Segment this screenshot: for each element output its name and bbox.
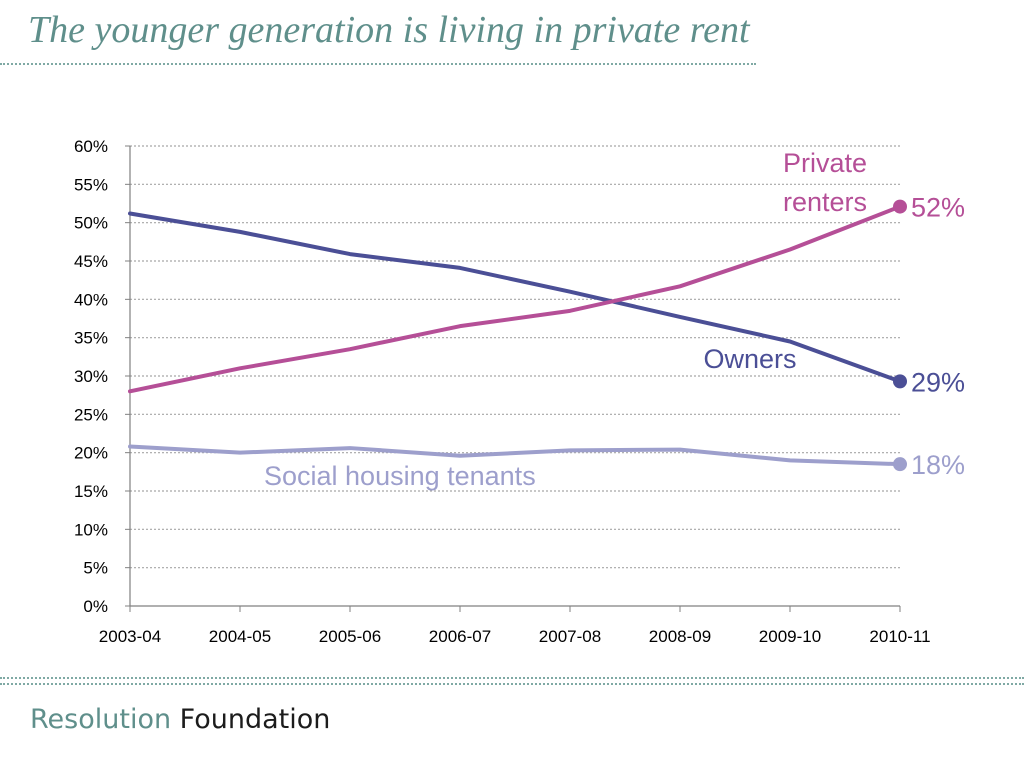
x-tick-label: 2003-04	[99, 627, 161, 646]
y-tick-percent-sign: %	[93, 252, 108, 271]
y-tick-label: 60%	[74, 137, 108, 156]
brand-wordmark-foundation: Foundation	[179, 704, 331, 735]
y-tick-label: 10%	[74, 520, 108, 539]
slide-title: The younger generation is living in priv…	[28, 9, 750, 51]
y-tick-percent-sign: %	[93, 367, 108, 386]
series-end-marker	[893, 457, 907, 472]
y-tick-percent-sign: %	[93, 329, 108, 348]
series-label: Private	[783, 148, 867, 178]
y-tick-percent-sign: %	[93, 405, 108, 424]
y-tick-label: 30%	[74, 367, 108, 386]
x-tick-label: 2009-10	[759, 627, 821, 646]
y-tick-label: 5%	[83, 559, 108, 578]
y-tick-percent-sign: %	[93, 290, 108, 309]
brand-wordmark-resolution: Resolution	[30, 704, 172, 735]
series-end-label: 29%	[911, 367, 965, 397]
y-tick-label: 50%	[74, 214, 108, 233]
y-tick-label: 35%	[74, 329, 108, 348]
y-tick-percent-sign: %	[93, 520, 108, 539]
y-tick-label: 45%	[74, 252, 108, 271]
line-chart: 0% 5% 10% 15% 20% 25% 30% 35% 40% 45% 50% 55% 60% 200…	[74, 137, 965, 646]
y-tick-percent-sign: %	[93, 559, 108, 578]
y-tick-percent-sign: %	[93, 444, 108, 463]
x-tick-label: 2004-05	[209, 627, 271, 646]
brand-logo: Resolution Foundation	[30, 704, 330, 735]
series-line-0	[128, 204, 902, 394]
series-line-2	[128, 444, 902, 467]
y-tick-percent-sign: %	[93, 214, 108, 233]
series-end-marker	[893, 199, 907, 214]
x-tick-label: 2006-07	[429, 627, 491, 646]
x-tick-label: 2007-08	[539, 627, 601, 646]
y-tick-percent-sign: %	[93, 597, 108, 616]
y-tick-label: 0%	[83, 597, 108, 616]
x-tick-label: 2005-06	[319, 627, 381, 646]
y-tick-label: 20%	[74, 444, 108, 463]
y-tick-percent-sign: %	[93, 175, 108, 194]
x-tick-label: 2008-09	[649, 627, 711, 646]
title-divider	[0, 63, 756, 65]
y-tick-percent-sign: %	[93, 137, 108, 156]
footer-divider	[0, 677, 1024, 679]
y-tick-label: 55%	[74, 175, 108, 194]
series-end-label: 52%	[911, 193, 965, 223]
series-label: renters	[783, 187, 867, 217]
y-tick-label: 15%	[74, 482, 108, 501]
series-label: Social housing tenants	[264, 461, 536, 491]
y-tick-percent-sign: %	[93, 482, 108, 501]
y-tick-label: 25%	[74, 405, 108, 424]
series-end-label: 18%	[911, 450, 965, 480]
y-tick-label: 40%	[74, 290, 108, 309]
series-line-1	[128, 211, 902, 384]
series-end-marker	[893, 374, 907, 389]
x-tick-label: 2010-11	[869, 627, 930, 646]
footer-divider-secondary	[0, 683, 1024, 685]
series-label: Owners	[703, 344, 796, 374]
